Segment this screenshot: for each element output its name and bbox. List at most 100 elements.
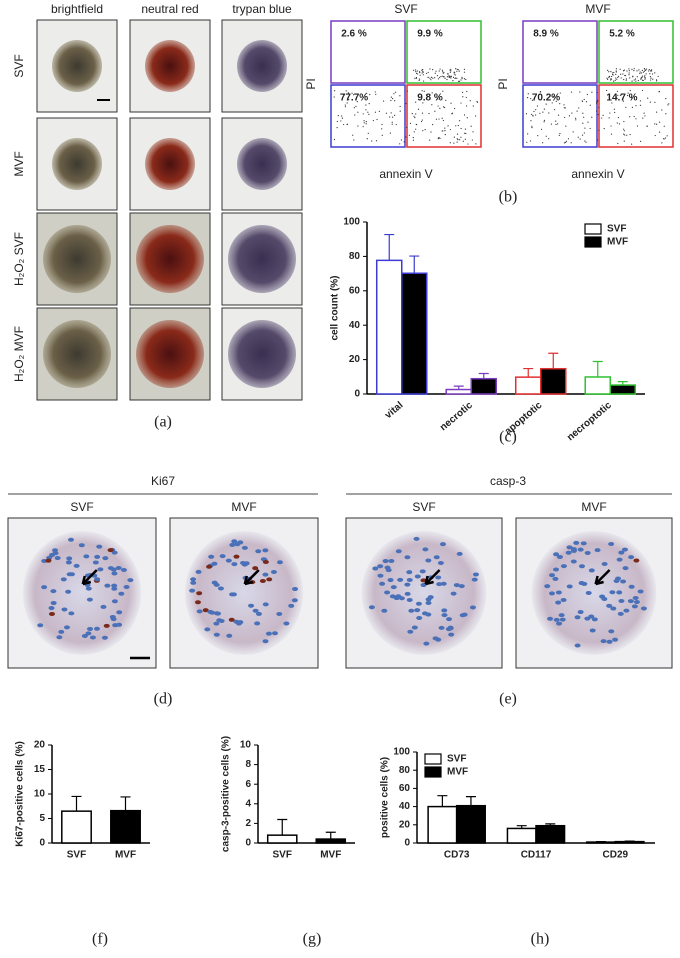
event-dot: [449, 77, 450, 78]
event-dot: [434, 95, 435, 96]
nucleus: [446, 617, 452, 621]
x-tick-label: vital: [383, 400, 406, 421]
event-dot: [530, 98, 531, 99]
event-dot: [442, 91, 443, 92]
event-dot: [620, 95, 621, 96]
event-dot: [368, 114, 369, 115]
nucleus: [190, 581, 196, 585]
nucleus: [124, 585, 130, 589]
event-dot: [432, 92, 433, 93]
event-dot: [363, 126, 364, 127]
event-dot: [575, 119, 576, 120]
event-dot: [419, 71, 420, 72]
event-dot: [631, 81, 632, 82]
nucleus: [116, 610, 122, 614]
quadrant-percent: 70.2%: [532, 93, 560, 104]
nucleus: [473, 572, 479, 576]
y-tick-label: 6: [245, 779, 251, 790]
event-dot: [661, 142, 662, 143]
event-dot: [445, 100, 446, 101]
bar: [377, 260, 402, 394]
event-dot: [348, 99, 349, 100]
event-dot: [665, 137, 666, 138]
event-dot: [367, 112, 368, 113]
nucleus: [94, 577, 100, 581]
event-dot: [348, 92, 349, 93]
nucleus: [416, 616, 422, 620]
event-dot: [460, 79, 461, 80]
event-dot: [625, 75, 626, 76]
event-dot: [623, 79, 624, 80]
nucleus: [602, 562, 608, 566]
event-dot: [526, 113, 527, 114]
event-dot: [577, 111, 578, 112]
event-dot: [405, 103, 406, 104]
event-dot: [610, 71, 611, 72]
event-dot: [467, 117, 468, 118]
nucleus: [579, 564, 585, 568]
nucleus: [112, 599, 118, 603]
event-dot: [596, 103, 597, 104]
event-dot: [659, 121, 660, 122]
nucleus: [555, 601, 561, 605]
event-dot: [413, 116, 414, 117]
bar: [471, 379, 496, 394]
event-dot: [375, 94, 376, 95]
event-dot: [447, 76, 448, 77]
event-dot: [429, 78, 430, 79]
event-dot: [456, 78, 457, 79]
event-dot: [558, 115, 559, 116]
event-dot: [617, 143, 618, 144]
event-dot: [664, 126, 665, 127]
event-dot: [453, 77, 454, 78]
event-dot: [455, 74, 456, 75]
event-dot: [432, 78, 433, 79]
event-dot: [626, 135, 627, 136]
event-dot: [623, 134, 624, 135]
event-dot: [472, 139, 473, 140]
event-dot: [628, 74, 629, 75]
event-dot: [637, 76, 638, 77]
event-dot: [392, 117, 393, 118]
event-dot: [443, 76, 444, 77]
nucleus: [425, 558, 431, 562]
nucleus: [416, 602, 422, 606]
event-dot: [462, 92, 463, 93]
y-axis-label: casp-3-positive cells (%): [221, 736, 232, 852]
event-dot: [656, 79, 657, 80]
event-dot: [357, 112, 358, 113]
event-dot: [663, 138, 664, 139]
event-dot: [449, 70, 450, 71]
event-dot: [451, 113, 452, 114]
nucleus: [553, 552, 559, 556]
event-dot: [454, 108, 455, 109]
event-dot: [392, 98, 393, 99]
nucleus: [277, 560, 283, 564]
event-dot: [334, 90, 335, 91]
event-dot: [352, 135, 353, 136]
event-dot: [616, 97, 617, 98]
nucleus: [369, 605, 375, 609]
event-dot: [422, 69, 423, 70]
event-dot: [473, 105, 474, 106]
nucleus: [618, 612, 624, 616]
event-dot: [407, 91, 408, 92]
event-dot: [416, 73, 417, 74]
event-dot: [565, 107, 566, 108]
nucleus: [396, 549, 402, 553]
nucleus: [428, 595, 434, 599]
event-dot: [617, 77, 618, 78]
event-dot: [457, 134, 458, 135]
event-dot: [455, 125, 456, 126]
event-dot: [429, 68, 430, 69]
nucleus: [233, 555, 239, 559]
event-dot: [626, 80, 627, 81]
event-dot: [415, 102, 416, 103]
event-dot: [598, 130, 599, 131]
nucleus: [262, 548, 268, 552]
legend-label: SVF: [607, 224, 626, 235]
y-tick-label: 0: [354, 389, 360, 400]
event-dot: [625, 107, 626, 108]
event-dot: [650, 77, 651, 78]
